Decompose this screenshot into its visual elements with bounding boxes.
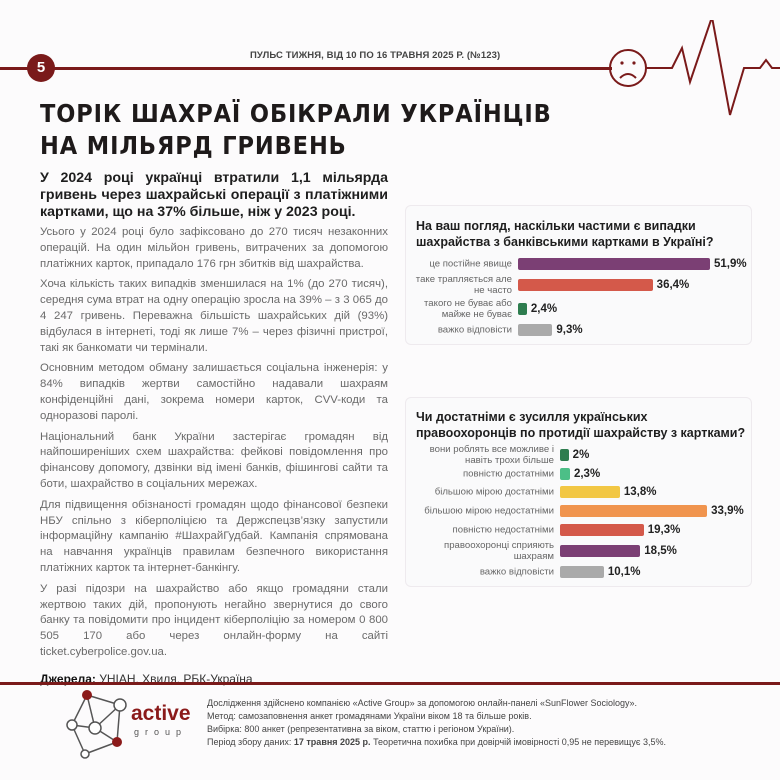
issue-label: ПУЛЬС ТИЖНЯ, ВІД 10 ПО 16 ТРАВНЯ 2025 Р.… — [250, 50, 501, 61]
pulse-line-decoration — [609, 20, 780, 116]
bar-label: важко відповісти — [437, 324, 512, 336]
bar-label: правоохоронці сприяють шахраям — [444, 540, 554, 562]
paragraph: Основним методом обману залишається соці… — [40, 362, 388, 422]
bar — [560, 505, 708, 517]
logo-subtext: group — [134, 727, 187, 737]
bar-label: більшою мірою недостатніми — [424, 505, 554, 517]
bar — [560, 566, 604, 578]
bar-value-label: 10,1% — [607, 566, 641, 578]
bar-value-label: 18,5% — [644, 545, 677, 557]
bar-value-label: 13,8% — [623, 486, 657, 498]
logo-text: active — [131, 702, 191, 725]
bar — [560, 545, 641, 557]
method-line: Період збору даних: 17 травня 2025 р. Те… — [207, 736, 767, 749]
period-date: 17 травня 2025 р. — [293, 737, 371, 747]
bar — [518, 303, 527, 315]
bar — [560, 449, 569, 461]
chart-card-frequency: На ваш погляд, наскільки частими є випад… — [405, 205, 752, 345]
footer-divider — [0, 682, 780, 685]
bar-label: такого не буває або майже не буває — [424, 298, 512, 320]
bar-value-label: 2% — [572, 449, 590, 461]
chart-card-police-efforts: Чи достатніми є зусилля українських прав… — [405, 397, 752, 587]
paragraph: Хоча кількість таких випадків зменшилася… — [40, 278, 388, 354]
paragraph: Усього у 2024 році було зафіксовано до 2… — [40, 226, 388, 270]
period-rest: Теоретична похибка при довірчій імовірно… — [370, 737, 667, 747]
bar — [518, 258, 711, 270]
lead-paragraph: У 2024 році українці втратили 1,1 мільяр… — [40, 170, 388, 220]
header-divider — [0, 67, 612, 70]
bar — [560, 524, 644, 536]
bar-value-label: 19,3% — [647, 524, 681, 536]
bar-label: повністю достатніми — [462, 468, 554, 480]
method-line: Дослідження здійснено компанією «Active … — [207, 698, 638, 708]
article-body: Усього у 2024 році було зафіксовано до 2… — [40, 225, 388, 666]
sad-face-icon — [609, 49, 647, 87]
bar-value-label: 51,9% — [714, 258, 747, 270]
bar-label: вони роблять все можливе і навіть трохи … — [429, 444, 554, 466]
bar-label: повністю недостатніми — [452, 524, 554, 536]
bar-value-label: 2,3% — [573, 468, 601, 480]
page-number-badge: 5 — [27, 54, 55, 82]
bar-value-label: 9,3% — [556, 324, 583, 336]
bar — [518, 279, 653, 291]
active-group-logo: active group — [66, 690, 191, 759]
title-line-2: НА МІЛЬЯРД ГРИВЕНЬ — [40, 131, 347, 160]
bar — [560, 468, 570, 480]
methodology-note: Дослідження здійснено компанією «Active … — [207, 697, 767, 749]
chart-title: На ваш погляд, наскільки частими є випад… — [416, 219, 714, 249]
bar — [518, 324, 553, 336]
paragraph: У разі підозри на шахрайство або якщо гр… — [40, 582, 388, 658]
bar-label: важко відповісти — [479, 566, 554, 578]
title-line-1: ТОРІК ШАХРАЇ ОБІКРАЛИ УКРАЇНЦІВ — [40, 99, 552, 128]
bar-label: це постійне явище — [429, 258, 512, 270]
bar-label: більшою мірою достатніми — [434, 486, 554, 498]
bar — [560, 486, 620, 498]
method-line: Вибірка: 800 анкет (репрезентативна за в… — [207, 724, 515, 734]
chart-title: Чи достатніми є зусилля українських прав… — [416, 410, 746, 440]
article-column: У 2024 році українці втратили 1,1 мільяр… — [40, 170, 388, 686]
paragraph: Для підвищення обізнаності громадян щодо… — [40, 498, 388, 574]
period-label: Період збору даних: — [207, 737, 294, 747]
method-line: Метод: самозаповнення анкет громадянами … — [207, 711, 532, 721]
bar-value-label: 2,4% — [530, 303, 558, 315]
bar-value-label: 33,9% — [711, 505, 744, 517]
bar-value-label: 36,4% — [656, 279, 690, 291]
paragraph: Національний банк України застерігає гро… — [40, 430, 388, 490]
page-title: ТОРІК ШАХРАЇ ОБІКРАЛИ УКРАЇНЦІВ НА МІЛЬЯ… — [40, 98, 552, 162]
bar-label: таке трапляється але не часто — [415, 274, 512, 296]
